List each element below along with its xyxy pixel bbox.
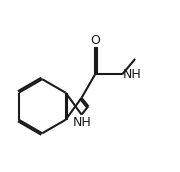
Text: NH: NH: [73, 116, 92, 128]
Text: NH: NH: [123, 68, 141, 81]
Text: O: O: [90, 34, 100, 47]
